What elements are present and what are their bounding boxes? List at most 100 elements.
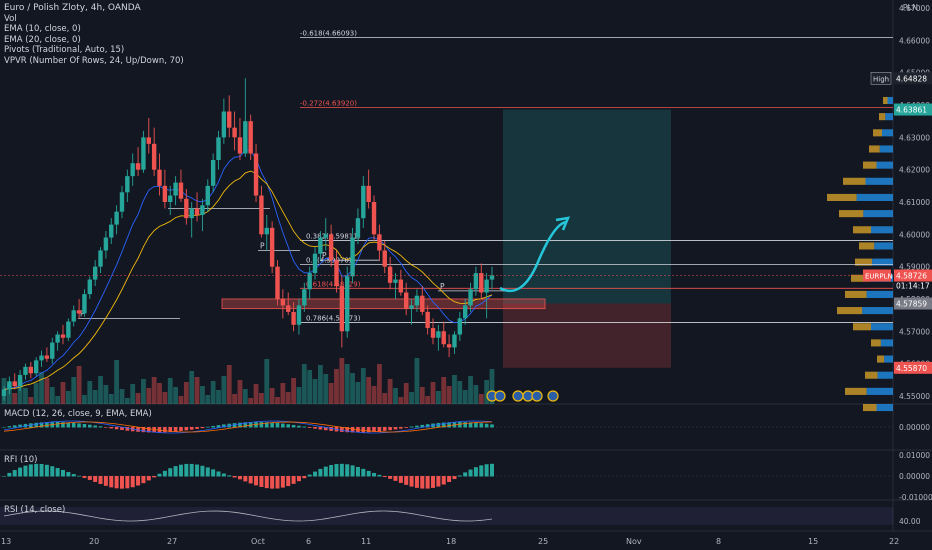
macd-histogram-bar <box>436 422 441 428</box>
vpvr-up-bar <box>865 177 893 185</box>
vpvr-up-bar <box>882 129 893 137</box>
candle-body <box>76 310 82 314</box>
candle-body <box>446 344 452 348</box>
candle-body <box>205 185 210 206</box>
volume-bar <box>285 392 291 404</box>
volume-bar <box>248 398 254 404</box>
entry-price-label-box <box>894 297 932 310</box>
candle-body <box>237 137 243 154</box>
position-profit-zone <box>503 109 671 304</box>
candle-body <box>130 163 135 177</box>
vpvr-down-bar <box>877 355 885 363</box>
candle-body <box>296 305 302 325</box>
vpvr-down-bar <box>869 145 880 153</box>
volume-bar <box>452 375 457 404</box>
rfi-bar <box>447 476 452 482</box>
candle-body <box>17 374 23 387</box>
candle-body <box>114 211 119 225</box>
macd-histogram-bar <box>313 427 317 429</box>
vpvr-down-bar <box>837 307 863 315</box>
rfi-bar <box>216 471 221 477</box>
overlay-vpvr[interactable]: VPVR (Number Of Rows, 24, Up/Down, 70) <box>4 55 184 66</box>
event-icon <box>531 390 543 402</box>
x-axis-tick: 25 <box>538 537 548 546</box>
vpvr-up-bar <box>884 355 893 363</box>
candle-body <box>50 342 55 359</box>
candle-body <box>162 185 168 202</box>
rfi-bar <box>211 469 216 477</box>
volume-bar <box>141 379 146 404</box>
volume-bar <box>114 360 120 404</box>
rfi-bar <box>479 465 484 477</box>
volume-bar <box>17 379 23 404</box>
volume-bar <box>468 376 473 404</box>
volume-bar <box>119 389 125 404</box>
rfi-bar <box>404 476 409 485</box>
currency-label: PLN <box>902 3 918 12</box>
overlay-ema20[interactable]: EMA (20, close, 0) <box>4 34 81 45</box>
rfi-bar <box>463 472 468 477</box>
volume-bar <box>484 380 490 404</box>
macd-histogram-bar <box>125 427 130 431</box>
rfi-bar <box>44 464 49 477</box>
macd-histogram-bar <box>340 427 344 432</box>
rsi-tick: 40.00 <box>899 517 921 526</box>
high-price-label: 4.64828 <box>896 74 927 83</box>
rfi-bar <box>114 476 119 489</box>
macd-label[interactable]: MACD (12, 26, close, 9, EMA, EMA) <box>4 409 152 419</box>
candle-body <box>28 366 34 374</box>
volume-bar <box>39 372 44 404</box>
volume-bar <box>108 394 114 404</box>
vpvr-up-bar <box>871 226 893 234</box>
rfi-bar <box>431 476 436 488</box>
rfi-bar <box>157 473 162 477</box>
rfi-bar <box>420 476 425 489</box>
macd-histogram-bar <box>275 423 280 428</box>
rfi-tick: 0.01000 <box>899 451 930 460</box>
volume-bar <box>49 387 55 404</box>
ema-10-line <box>3 149 493 390</box>
candle-body <box>473 273 479 290</box>
rsi-label[interactable]: RSI (14, close) <box>4 505 66 515</box>
rfi-bar <box>12 470 17 477</box>
rfi-bar <box>345 464 350 477</box>
macd-histogram-bar <box>114 427 119 430</box>
vpvr-up-bar <box>874 242 893 250</box>
volume-bar <box>76 366 82 404</box>
macd-histogram-bar <box>7 426 12 428</box>
volume-bar <box>157 383 162 404</box>
vpvr-up-bar <box>876 161 893 169</box>
volume-bar <box>92 390 98 404</box>
rfi-label[interactable]: RFI (10) <box>4 455 38 465</box>
macd-histogram-bar <box>468 422 473 428</box>
macd-signal-line <box>3 421 493 433</box>
macd-histogram-bar <box>104 427 108 428</box>
overlay-pivots[interactable]: Pivots (Traditional, Auto, 15) <box>4 45 125 55</box>
candle-body <box>371 202 377 235</box>
candle-body <box>189 208 194 219</box>
event-icon <box>512 390 524 402</box>
volume-bar <box>264 359 270 404</box>
macd-histogram-bar <box>2 427 6 428</box>
event-icon <box>547 390 559 402</box>
candle-body <box>339 286 345 332</box>
vpvr-down-bar <box>883 96 888 105</box>
symbol-title[interactable]: Euro / Polish Zloty, 4h, OANDA <box>4 3 141 13</box>
overlay-vol[interactable]: Vol <box>4 13 17 24</box>
candle-body <box>355 218 361 238</box>
candle-body <box>92 266 98 280</box>
volume-bar <box>409 392 414 404</box>
overlay-ema10[interactable]: EMA (10, close, 0) <box>4 24 81 34</box>
candle-body <box>1 389 7 396</box>
candle-body <box>151 143 157 170</box>
rfi-bar <box>372 472 377 477</box>
macd-histogram-bar <box>425 424 430 428</box>
candle-body <box>33 360 39 374</box>
macd-histogram-bar <box>458 422 462 428</box>
macd-histogram-bar <box>98 426 103 428</box>
vpvr-down-bar <box>853 226 871 234</box>
volume-bar <box>194 377 200 404</box>
candle-body <box>302 289 307 306</box>
macd-histogram-bar <box>281 423 285 428</box>
